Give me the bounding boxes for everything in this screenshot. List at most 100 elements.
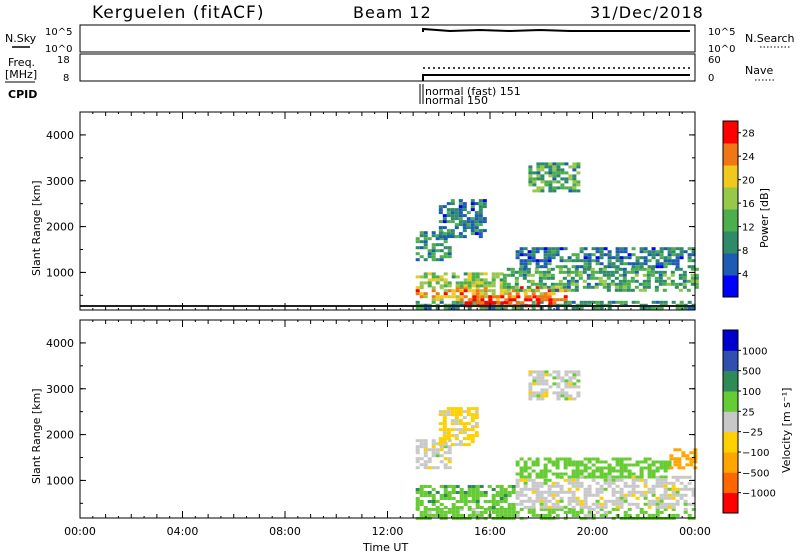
- data-cell: [538, 285, 543, 289]
- data-cell: [471, 513, 476, 517]
- data-cell: [470, 232, 475, 236]
- data-cell: [558, 267, 563, 271]
- data-cell: [439, 275, 444, 279]
- data-cell: [552, 168, 557, 172]
- data-cell: [463, 286, 468, 290]
- data-cell: [544, 379, 549, 383]
- data-cell: [667, 502, 672, 506]
- data-cell: [479, 272, 484, 276]
- data-cell: [491, 284, 496, 288]
- data-cell: [655, 496, 660, 500]
- data-cell: [555, 298, 560, 302]
- data-cell: [459, 298, 464, 302]
- data-cell: [535, 259, 540, 263]
- data-cell: [451, 506, 456, 509]
- data-cell: [674, 282, 679, 286]
- data-cell: [687, 256, 692, 260]
- data-cell: [663, 475, 668, 479]
- data-cell: [459, 491, 464, 494]
- data-cell: [602, 273, 607, 277]
- data-cell: [515, 490, 520, 494]
- x-tick-label: 04:00: [167, 525, 199, 538]
- power-data-regions: [80, 162, 699, 310]
- data-cell: [671, 490, 676, 494]
- data-cell: [423, 454, 428, 458]
- data-cell: [462, 235, 467, 239]
- data-cell: [548, 162, 553, 166]
- data-cell: [551, 256, 556, 260]
- data-cell: [439, 237, 444, 241]
- data-cell: [427, 237, 432, 241]
- data-cell: [431, 246, 436, 250]
- data-cell: [519, 475, 524, 479]
- data-cell: [547, 262, 552, 266]
- data-cell: [531, 478, 536, 482]
- data-cell: [446, 431, 451, 435]
- data-cell: [574, 282, 579, 286]
- nave-tick-bottom: 0: [708, 73, 714, 84]
- data-cell: [552, 180, 557, 184]
- data-cell: [423, 442, 428, 446]
- data-cell: [583, 463, 588, 467]
- data-cell: [443, 510, 448, 514]
- data-cell: [458, 235, 463, 239]
- data-cell: [427, 494, 432, 497]
- data-cell: [423, 234, 428, 238]
- data-cell: [515, 250, 520, 254]
- data-cell: [655, 507, 660, 511]
- data-cell: [443, 237, 448, 241]
- data-cell: [415, 491, 420, 494]
- data-cell: [606, 285, 611, 289]
- colorbar-cell: [723, 209, 738, 232]
- data-cell: [530, 273, 535, 277]
- data-cell: [615, 499, 620, 503]
- data-cell: [643, 259, 648, 263]
- data-cell: [603, 460, 608, 464]
- data-cell: [543, 507, 548, 511]
- data-cell: [478, 223, 483, 227]
- data-cell: [531, 502, 536, 506]
- data-cell: [603, 265, 608, 269]
- data-cell: [675, 247, 680, 251]
- data-cell: [574, 267, 579, 271]
- data-cell: [560, 186, 565, 190]
- data-cell: [499, 494, 504, 497]
- data-cell: [548, 298, 553, 302]
- data-cell: [575, 496, 580, 500]
- data-cell: [603, 478, 608, 482]
- velocity-colorbar-frame: [722, 329, 739, 514]
- data-cell: [451, 491, 456, 494]
- data-cell: [519, 466, 524, 470]
- data-cell: [539, 475, 544, 479]
- data-cell: [544, 388, 549, 392]
- data-cell: [532, 171, 537, 175]
- data-cell: [622, 279, 627, 283]
- data-cell: [623, 484, 628, 488]
- data-cell: [591, 306, 596, 310]
- data-cell: [427, 491, 432, 494]
- data-cell: [475, 272, 480, 276]
- data-cell: [466, 223, 471, 227]
- data-cell: [687, 247, 692, 251]
- data-cell: [687, 300, 692, 304]
- data-cell: [543, 513, 548, 517]
- data-cell: [499, 491, 504, 494]
- data-cell: [575, 475, 580, 479]
- data-cell: [619, 487, 624, 491]
- data-cell: [507, 503, 512, 506]
- data-cell: [567, 460, 572, 464]
- data-cell: [523, 247, 528, 251]
- data-cell: [519, 499, 524, 503]
- data-cell: [590, 270, 595, 274]
- data-cell: [615, 256, 620, 260]
- data-cell: [647, 259, 652, 263]
- data-cell: [560, 171, 565, 175]
- data-cell: [419, 275, 424, 279]
- data-cell: [478, 217, 483, 221]
- data-cell: [595, 481, 600, 485]
- data-cell: [475, 494, 480, 497]
- data-cell: [618, 285, 623, 289]
- data-cell: [470, 199, 475, 203]
- data-cell: [415, 448, 420, 452]
- colorbar-tick-label: 24: [742, 152, 755, 163]
